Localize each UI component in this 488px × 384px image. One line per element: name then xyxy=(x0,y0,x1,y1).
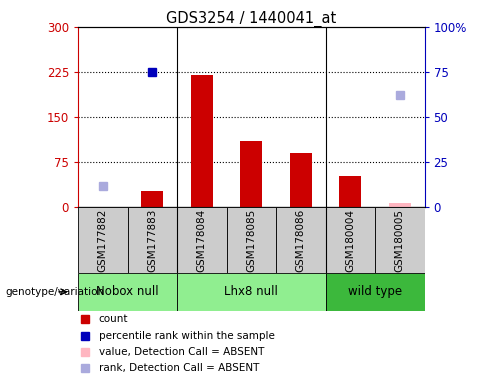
Text: wild type: wild type xyxy=(348,285,402,298)
Bar xyxy=(339,176,362,207)
Bar xyxy=(177,207,226,273)
Bar xyxy=(141,190,163,207)
Text: GSM180004: GSM180004 xyxy=(346,209,355,271)
Text: percentile rank within the sample: percentile rank within the sample xyxy=(99,331,275,341)
Bar xyxy=(276,207,325,273)
Bar xyxy=(177,273,325,311)
Bar xyxy=(388,202,411,207)
Bar xyxy=(290,153,312,207)
Bar xyxy=(78,207,127,273)
Bar xyxy=(191,75,213,207)
Bar xyxy=(325,273,425,311)
Text: Nobox null: Nobox null xyxy=(96,285,159,298)
Text: GSM177882: GSM177882 xyxy=(98,208,108,272)
Bar xyxy=(375,207,425,273)
Title: GDS3254 / 1440041_at: GDS3254 / 1440041_at xyxy=(166,11,336,27)
Text: GSM178084: GSM178084 xyxy=(197,209,207,271)
Text: GSM178086: GSM178086 xyxy=(296,209,306,271)
Bar xyxy=(127,207,177,273)
Bar xyxy=(240,141,263,207)
Bar xyxy=(226,207,276,273)
Text: value, Detection Call = ABSENT: value, Detection Call = ABSENT xyxy=(99,347,264,357)
Text: rank, Detection Call = ABSENT: rank, Detection Call = ABSENT xyxy=(99,363,259,373)
Text: GSM177883: GSM177883 xyxy=(147,208,157,272)
Text: GSM178085: GSM178085 xyxy=(246,209,256,271)
Bar xyxy=(78,273,177,311)
Bar xyxy=(325,207,375,273)
Text: genotype/variation: genotype/variation xyxy=(5,287,104,297)
Text: Lhx8 null: Lhx8 null xyxy=(224,285,278,298)
Text: count: count xyxy=(99,314,128,324)
Text: GSM180005: GSM180005 xyxy=(395,209,405,271)
